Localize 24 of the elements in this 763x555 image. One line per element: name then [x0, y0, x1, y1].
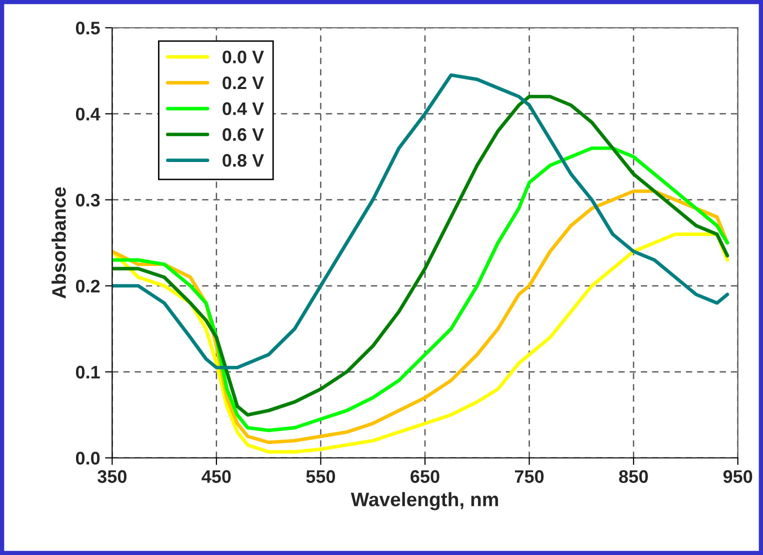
- line-series: [112, 73, 730, 370]
- x-tick-label: 550: [306, 470, 336, 483]
- legend-label: 0.0 V: [222, 50, 264, 64]
- y-tick-label: 0.4: [76, 108, 100, 120]
- y-tick-label: 0.5: [76, 22, 100, 34]
- x-tick-label: 450: [202, 470, 231, 483]
- line-series: [112, 146, 730, 432]
- x-tick-label: 750: [514, 470, 544, 483]
- x-tick-label: 950: [723, 470, 752, 483]
- y-tick-label: 0.2: [76, 280, 100, 293]
- legend-label: 0.8 V: [222, 154, 264, 167]
- y-tick-label: 0.3: [76, 194, 100, 207]
- y-tick-label: 0.0: [76, 452, 100, 465]
- line-series: [112, 94, 730, 417]
- x-tick-label: 850: [619, 470, 648, 483]
- y-tick-label: 0.1: [76, 366, 100, 379]
- legend-label: 0.2 V: [222, 76, 264, 90]
- x-axis-title: Wavelength, nm: [350, 492, 498, 510]
- x-tick-label: 350: [98, 470, 126, 483]
- y-axis-title: Absorbance: [52, 187, 66, 299]
- x-tick-label: 650: [410, 470, 440, 483]
- legend-label: 0.4 V: [222, 102, 264, 116]
- line-series: [112, 232, 730, 454]
- legend-label: 0.6 V: [222, 128, 264, 141]
